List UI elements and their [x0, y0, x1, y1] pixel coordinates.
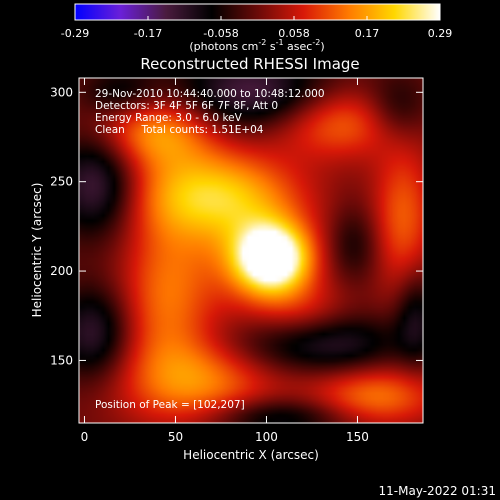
colorbar-tick-label: 0.29 [428, 27, 453, 40]
footer-timestamp: 11-May-2022 01:31 [379, 484, 496, 498]
annotation-detectors: Detectors: 3F 4F 5F 6F 7F 8F, Att 0 [95, 100, 278, 112]
peak-position-label: Position of Peak = [102,207] [95, 399, 245, 411]
annotation-clean: Clean Total counts: 1.51E+04 [95, 124, 264, 136]
units-exp-1: -2 [258, 38, 266, 47]
annotations: 29-Nov-2010 10:44:40.000 to 10:48:12.000… [95, 88, 325, 411]
units-exp-2: -1 [276, 38, 284, 47]
colorbar-tick-label: -0.058 [203, 27, 238, 40]
colorbar-gradient [74, 3, 441, 21]
colorbar-tick-label: -0.17 [134, 27, 162, 40]
y-tick-label: 150 [50, 353, 73, 367]
x-axis-label: Heliocentric X (arcsec) [183, 448, 319, 462]
x-tick-label: 0 [81, 430, 89, 444]
annotation-energy: Energy Range: 3.0 - 6.0 keV [95, 112, 243, 124]
y-tick-label: 300 [50, 85, 73, 99]
plot-frame [78, 77, 424, 424]
units-exp-3: -2 [312, 38, 320, 47]
units-part-1: (photons cm [189, 40, 258, 53]
units-part-2: s [266, 40, 275, 53]
chart-title: Reconstructed RHESSI Image [140, 55, 359, 73]
y-tick-label: 250 [50, 175, 73, 189]
annotation-time-range: 29-Nov-2010 10:44:40.000 to 10:48:12.000 [95, 88, 325, 100]
y-axis: 150 200 250 300 [50, 85, 423, 367]
colorbar-tick-label: 0.17 [355, 27, 380, 40]
colorbar-tick-label: -0.29 [61, 27, 89, 40]
y-axis-label: Heliocentric Y (arcsec) [30, 183, 44, 318]
x-tick-label: 150 [346, 430, 369, 444]
units-part-4: ) [320, 40, 324, 53]
colorbar: -0.29 -0.17 -0.058 0.058 0.17 0.29 (photons c… [61, 3, 452, 53]
x-axis: 0 50 100 150 [81, 78, 369, 444]
colorbar-tick-label: 0.058 [278, 27, 310, 40]
units-part-3: asec [284, 40, 313, 53]
x-tick-label: 100 [255, 430, 278, 444]
colorbar-ticks: -0.29 -0.17 -0.058 0.058 0.17 0.29 [61, 16, 452, 40]
plot-area [78, 77, 424, 424]
heatmap-image [79, 78, 423, 423]
x-tick-label: 50 [168, 430, 183, 444]
colorbar-units: (photons cm-2 s-1 asec-2) [189, 38, 324, 53]
y-tick-label: 200 [50, 264, 73, 278]
